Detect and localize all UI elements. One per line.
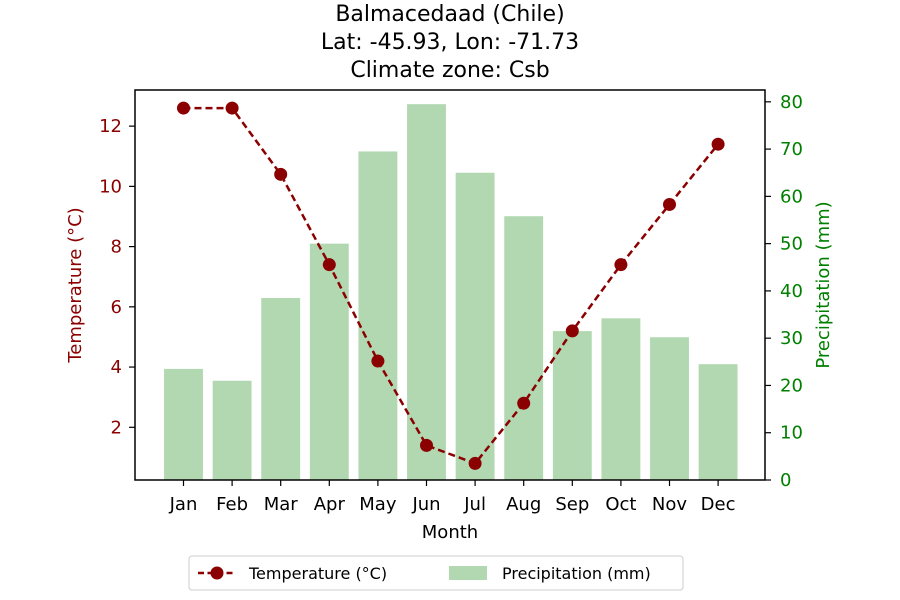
x-tick-label: Mar — [264, 494, 299, 515]
legend-precipitation-swatch — [449, 566, 487, 580]
x-tick-label: Jul — [463, 494, 486, 515]
left-y-tick-label: 12 — [99, 116, 122, 137]
left-y-tick-label: 6 — [111, 297, 122, 318]
right-y-tick-label: 20 — [780, 375, 803, 396]
temperature-point-nov — [663, 197, 676, 211]
right-y-axis-ticks: 0 10 20 30 40 50 60 70 80 — [765, 92, 803, 491]
x-tick-label: Aug — [506, 494, 541, 515]
precipitation-bar-jun — [407, 104, 446, 480]
temperature-point-dec — [711, 137, 725, 151]
temperature-point-feb — [225, 101, 239, 115]
x-axis-ticks: Jan Feb Mar Apr May Jun Jul Aug Sep Oct Nov Dec — [169, 480, 736, 515]
legend-precipitation-label: Precipitation (mm) — [502, 564, 651, 583]
temperature-point-sep — [565, 324, 579, 338]
legend-frame — [188, 555, 684, 591]
x-tick-label: Jan — [169, 494, 198, 515]
precipitation-bar-aug — [504, 216, 544, 480]
temperature-line — [177, 101, 725, 470]
temperature-point-may — [371, 354, 385, 368]
temperature-point-jun — [420, 438, 433, 452]
left-y-tick-label: 8 — [111, 237, 122, 258]
temperature-point-mar — [274, 167, 288, 181]
x-tick-label: Dec — [701, 494, 736, 515]
x-tick-label: Nov — [652, 494, 687, 515]
temperature-series-line — [183, 106, 720, 465]
precipitation-bar-mar — [261, 298, 301, 480]
x-axis-label: Month — [422, 522, 478, 543]
left-y-axis-label: Temperature (°C) — [65, 207, 86, 363]
precipitation-bar-apr — [309, 243, 349, 480]
legend-temperature-label: Temperature (°C) — [248, 564, 387, 583]
left-y-tick-label: 10 — [99, 176, 122, 197]
legend: Temperature (°C) Precipitation (mm) — [188, 555, 684, 591]
temperature-point-apr — [322, 258, 336, 272]
precipitation-bar-jul — [455, 172, 495, 480]
temperature-point-aug — [517, 396, 531, 410]
precipitation-bar-sep — [552, 331, 592, 480]
temperature-point-oct — [614, 258, 628, 272]
precipitation-bar-jan — [164, 368, 203, 480]
x-tick-label: Feb — [216, 494, 248, 515]
precipitation-bar-oct — [601, 318, 641, 480]
right-y-tick-label: 80 — [780, 92, 803, 113]
x-tick-label: Jun — [411, 494, 440, 515]
x-tick-label: Sep — [555, 494, 589, 515]
left-y-tick-label: 2 — [111, 417, 122, 438]
right-y-tick-label: 10 — [780, 423, 803, 444]
temperature-point-jan — [177, 101, 190, 115]
temperature-point-jul — [468, 456, 482, 470]
right-y-tick-label: 50 — [780, 234, 803, 255]
precipitation-bar-dec — [698, 364, 738, 480]
precipitation-bar-may — [358, 151, 398, 481]
precipitation-bar-nov — [650, 337, 689, 480]
chart-title-line-3: Climate zone: Csb — [350, 58, 549, 83]
precipitation-bars — [164, 104, 738, 481]
right-y-tick-label: 40 — [780, 281, 803, 302]
right-y-tick-label: 60 — [780, 186, 803, 207]
right-y-tick-label: 0 — [780, 470, 791, 491]
x-tick-label: Oct — [605, 494, 636, 515]
plot-frame — [134, 89, 766, 481]
right-y-axis-label: Precipitation (mm) — [813, 201, 834, 368]
x-tick-label: May — [359, 494, 397, 515]
chart-title-line-2: Lat: -45.93, Lon: -71.73 — [321, 30, 579, 55]
right-y-tick-label: 70 — [780, 139, 803, 160]
left-y-tick-label: 4 — [111, 357, 122, 378]
right-y-tick-label: 30 — [780, 328, 803, 349]
legend-temperature-swatch-marker — [210, 566, 224, 580]
x-tick-label: Apr — [314, 494, 346, 515]
chart-title: Balmacedaad (Chile) Lat: -45.93, Lon: -7… — [321, 2, 579, 83]
precipitation-bar-feb — [212, 380, 252, 480]
left-y-axis-ticks: 2 4 6 8 10 12 — [99, 116, 135, 438]
chart-title-line-1: Balmacedaad (Chile) — [335, 2, 564, 27]
